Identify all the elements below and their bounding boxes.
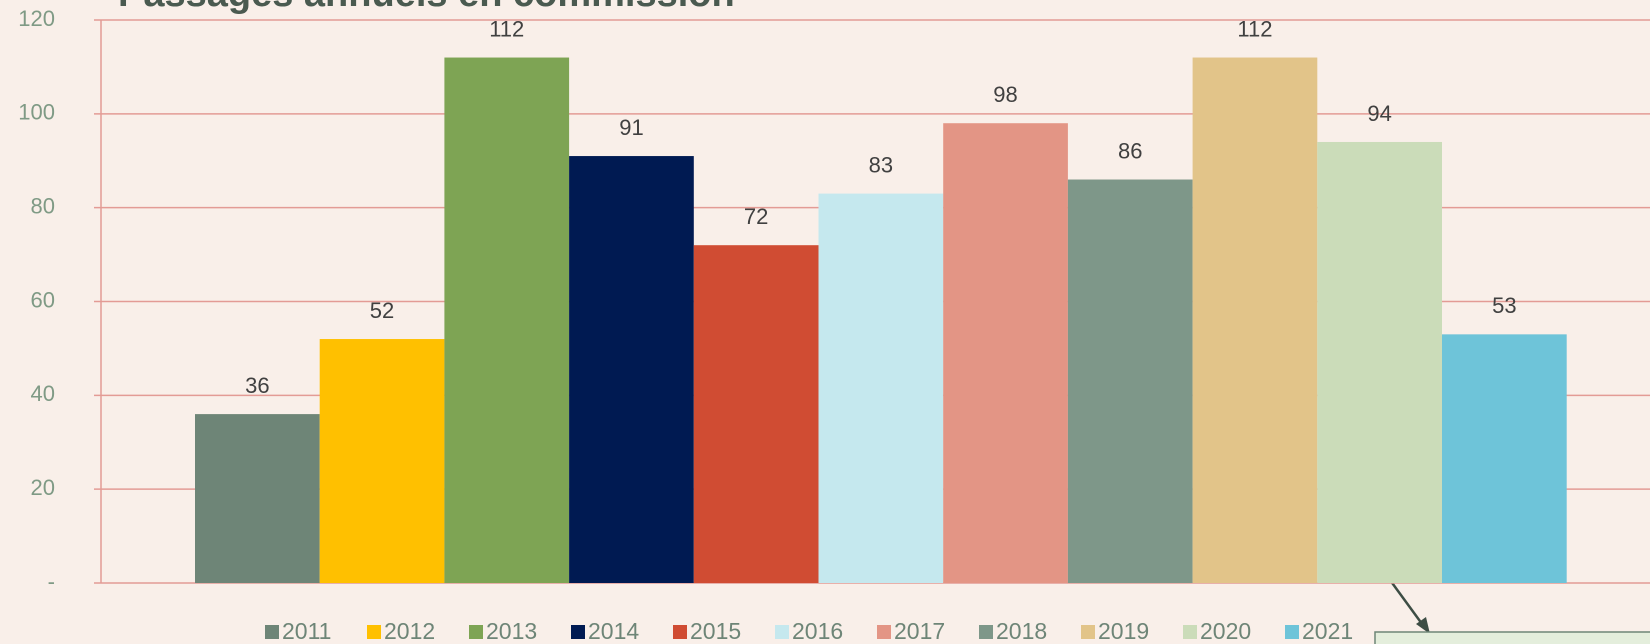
data-label: 112 [489, 16, 524, 41]
y-tick-label: 120 [18, 6, 55, 31]
bar [1317, 141, 1442, 583]
legend-swatch [673, 625, 687, 639]
y-tick-label: 80 [31, 193, 55, 218]
bar [1442, 334, 1567, 583]
data-label: 86 [1118, 138, 1142, 163]
legend-swatch [775, 625, 789, 639]
data-label: 112 [1237, 16, 1272, 41]
legend-swatch [265, 625, 279, 639]
annotation-arrow [1388, 579, 1427, 629]
bar [1067, 179, 1193, 583]
bar [319, 339, 445, 583]
y-tick-label: - [48, 569, 55, 594]
data-label: 98 [993, 82, 1017, 107]
annotation-arrowhead [1416, 617, 1430, 634]
legend-label: 2014 [588, 618, 639, 644]
legend-label: 2013 [486, 618, 537, 644]
data-label: 94 [1367, 101, 1391, 126]
bar [693, 245, 819, 583]
y-tick-label: 40 [31, 381, 55, 406]
bar [1192, 57, 1318, 584]
y-tick-label: 60 [31, 287, 55, 312]
data-label: 53 [1492, 293, 1516, 318]
data-label: 36 [245, 373, 269, 398]
legend-swatch [469, 625, 483, 639]
legend-label: 2015 [690, 618, 741, 644]
data-label: 91 [619, 115, 643, 140]
data-label: 52 [370, 298, 394, 323]
bar [444, 57, 570, 584]
legend-swatch [1081, 625, 1095, 639]
annotation-box [1374, 631, 1650, 644]
y-tick-label: 100 [18, 100, 55, 125]
bar [195, 414, 320, 583]
legend-label: 2020 [1200, 618, 1251, 644]
legend-label: 2021 [1302, 618, 1353, 644]
legend-label: 2017 [894, 618, 945, 644]
bar [818, 193, 944, 583]
chart-title: Passages annuels en commission [118, 0, 735, 15]
legend-label: 2011 [282, 618, 331, 644]
bar [943, 123, 1068, 583]
legend-label: 2012 [384, 618, 435, 644]
legend-label: 2016 [792, 618, 843, 644]
legend-swatch [877, 625, 891, 639]
bar [569, 156, 694, 583]
data-label: 72 [744, 204, 768, 229]
legend-swatch [571, 625, 585, 639]
legend-swatch [1183, 625, 1197, 639]
legend-swatch [979, 625, 993, 639]
data-label: 83 [869, 152, 893, 177]
legend-label: 2019 [1098, 618, 1149, 644]
y-tick-label: 20 [31, 475, 55, 500]
legend-swatch [367, 625, 381, 639]
legend-label: 2018 [996, 618, 1047, 644]
legend-swatch [1285, 625, 1299, 639]
